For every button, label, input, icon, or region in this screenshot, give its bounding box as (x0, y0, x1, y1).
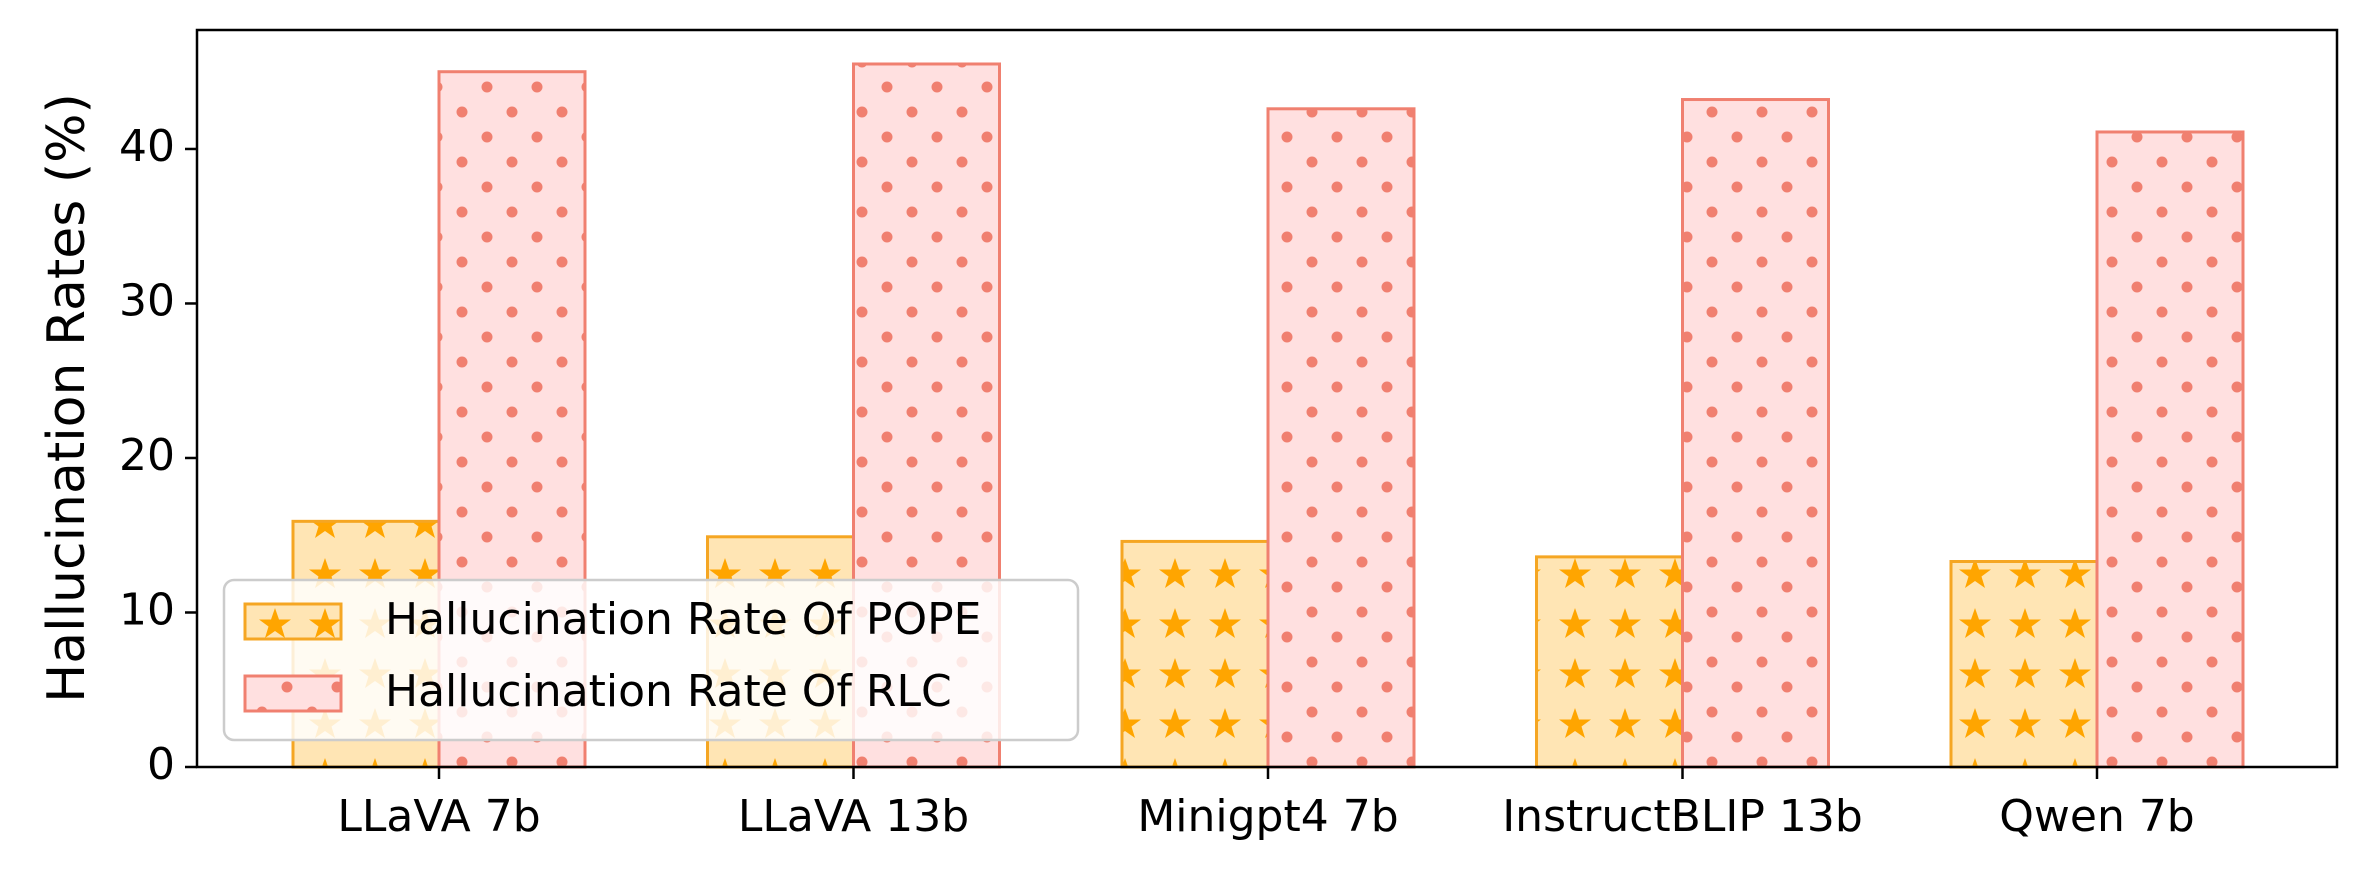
bar-rlc-instructblip-13b (1681, 98, 1830, 769)
x-axis-ticks: LLaVA 7b LLaVA 13b Minigpt4 7b InstructBLIP… (337, 767, 2195, 842)
x-tick-label: LLaVA 7b (337, 791, 540, 842)
y-tick-label: 0 (147, 739, 175, 790)
x-tick-label: InstructBLIP 13b (1502, 791, 1863, 842)
bar-pope-instructblip-13b (1535, 555, 1684, 769)
bar-rlc-qwen-7b (2095, 130, 2245, 769)
y-tick-label: 40 (119, 121, 175, 172)
y-axis-label: Hallucination Rates (%) (37, 93, 97, 703)
legend-swatch-pope (243, 602, 343, 641)
legend-label-rlc: Hallucination Rate Of RLC (385, 666, 952, 717)
bar-rlc-minigpt4-7b (1266, 107, 1416, 769)
legend-swatch-rlc (243, 674, 343, 713)
x-tick-label: LLaVA 13b (738, 791, 969, 842)
y-tick-label: 20 (119, 430, 175, 481)
x-tick-label: Minigpt4 7b (1137, 791, 1398, 842)
x-tick-label: Qwen 7b (1999, 791, 2195, 842)
legend: Hallucination Rate Of POPE Hallucination… (222, 578, 1080, 742)
bar-pope-qwen-7b (1949, 560, 2099, 769)
y-tick-label: 30 (119, 275, 175, 326)
legend-box (222, 578, 1080, 742)
legend-label-pope: Hallucination Rate Of POPE (385, 594, 981, 645)
bar-pope-minigpt4-7b (1120, 539, 1270, 769)
y-axis-ticks: 0 10 20 30 40 (119, 121, 197, 790)
y-tick-label: 10 (119, 584, 175, 635)
